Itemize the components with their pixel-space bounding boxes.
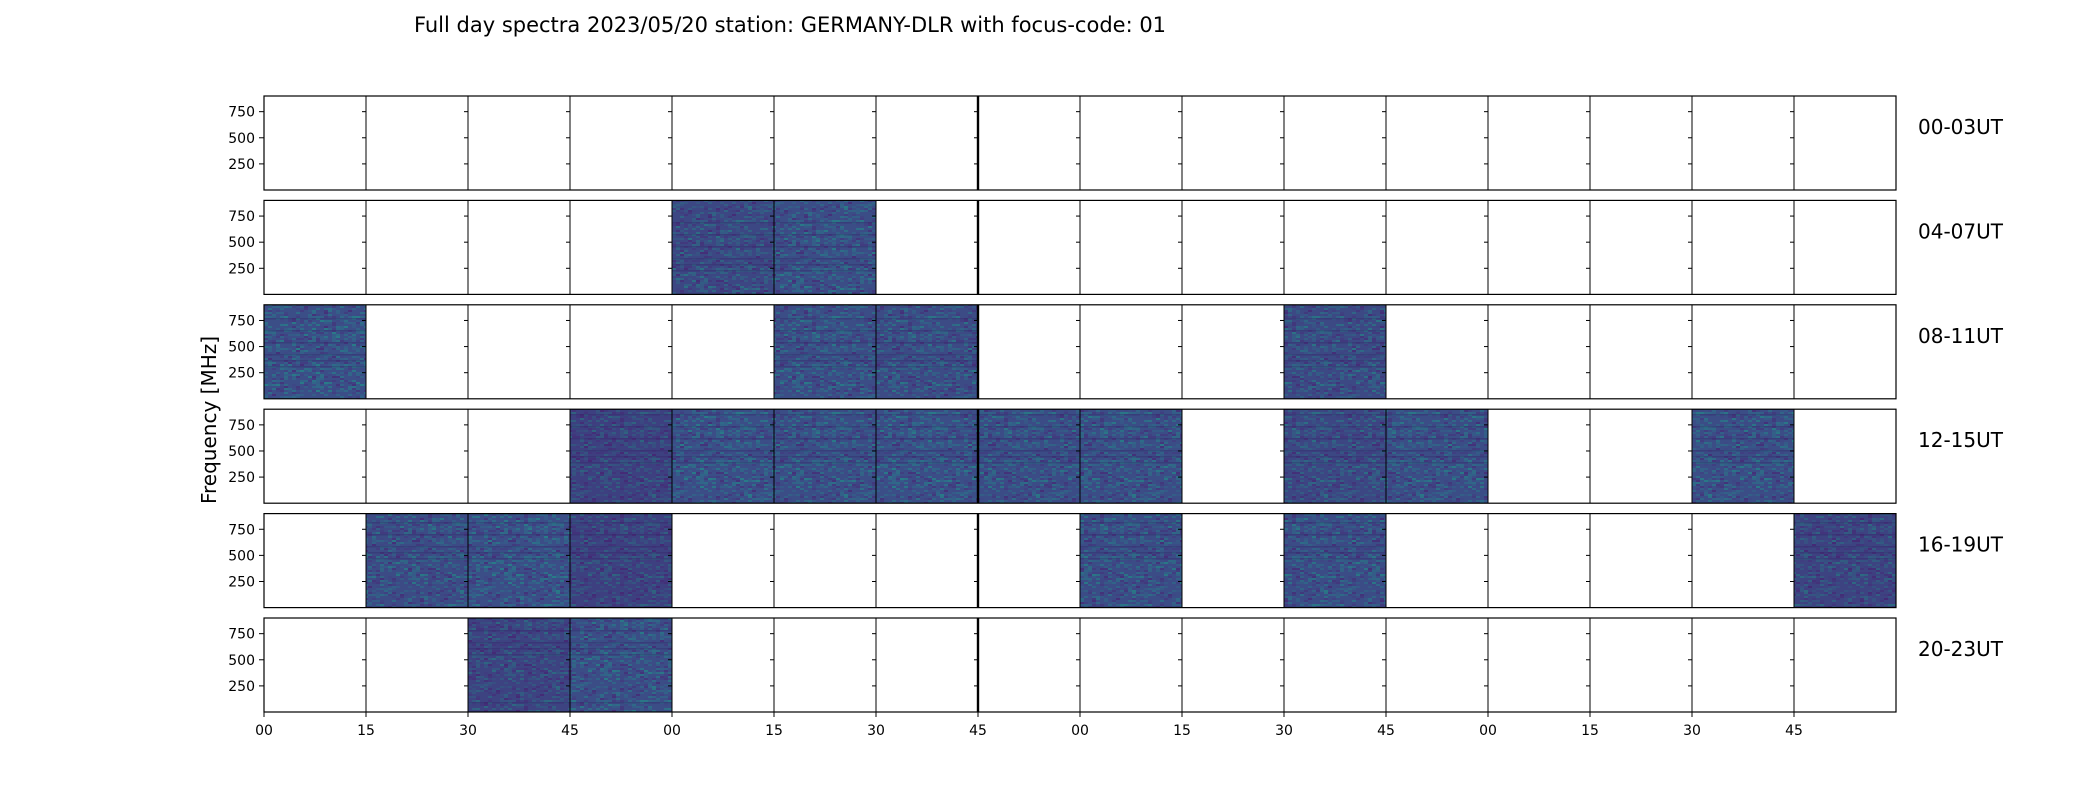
y-tick-label: 750 [228,313,255,329]
y-tick-label: 500 [228,131,255,147]
x-tick-label: 30 [1683,723,1701,739]
y-tick-label: 500 [228,235,255,251]
spectrum-cell-texture [1794,513,1896,608]
x-tick-label: 45 [1785,723,1803,739]
panel-row-3: 250 500 750 12-15UT [228,408,2004,504]
panel-row-0: 250 500 750 00-03UT [228,95,2004,191]
x-tick-label: 15 [1173,723,1191,739]
x-tick-label: 45 [969,723,987,739]
y-tick-label: 500 [228,653,255,669]
panel-row-4: 250 500 750 16-19UT [228,512,2004,609]
spectrum-cell-texture [774,200,876,295]
x-tick-label: 15 [357,723,375,739]
y-tick-label: 750 [228,627,255,643]
spectrum-cell-texture [774,409,876,504]
y-tick-label: 500 [228,548,255,564]
spectrum-cell-texture [1284,409,1386,504]
spectrum-cell-texture [672,200,774,295]
x-tick-label: 45 [561,723,579,739]
x-tick-label: 00 [1071,723,1089,739]
x-tick-label: 30 [1275,723,1293,739]
spectrum-cell-texture [468,618,570,712]
spectrum-cell-texture [774,304,876,399]
x-tick-label: 30 [867,723,885,739]
x-tick-label: 15 [765,723,783,739]
y-tick-label: 250 [228,470,255,486]
spectrum-cell-texture [1692,409,1794,504]
spectrum-cell-texture [1284,304,1386,399]
spectrum-cell-texture [1284,513,1386,608]
panel-row-5: 250 500 750 20-23UT [228,617,2004,713]
x-tick-label: 45 [1377,723,1395,739]
x-tick-label: 15 [1581,723,1599,739]
y-tick-label: 750 [228,418,255,434]
spectrum-cell-texture [570,409,672,504]
spectrum-cell-texture [1386,409,1488,504]
y-tick-label: 750 [228,522,255,538]
x-axis: 00 15 30 45 00 15 30 45 00 15 30 45 00 15 30 45 [255,712,1803,739]
y-tick-label: 250 [228,366,255,382]
y-tick-label: 500 [228,340,255,356]
chart-title: Full day spectra 2023/05/20 station: GER… [414,13,1166,37]
spectrum-cell-texture [876,409,978,504]
spectrum-cell-texture [672,409,774,504]
x-tick-label: 30 [459,723,477,739]
spectrum-cell-texture [366,513,468,608]
spectrum-cell-texture [978,409,1080,504]
spectrum-cell-texture [1080,513,1182,608]
y-tick-label: 750 [228,105,255,121]
y-axis-label: Frequency [MHz] [197,336,221,504]
x-tick-label: 00 [1479,723,1497,739]
spectrum-cell-texture [1080,409,1182,504]
spectrum-cell-texture [468,513,570,608]
spectrum-cell-texture [570,513,672,608]
y-tick-label: 250 [228,157,255,173]
row-label: 20-23UT [1918,637,2004,661]
row-label: 08-11UT [1918,324,2004,348]
panel-row-1: 250 500 750 04-07UT [228,199,2004,295]
panel-row-2: 250 500 750 08-11UT [228,304,2004,400]
y-tick-label: 250 [228,261,255,277]
y-tick-label: 500 [228,444,255,460]
row-label: 00-03UT [1918,115,2004,139]
y-tick-label: 250 [228,679,255,695]
x-tick-label: 00 [255,723,273,739]
spectrum-cell-texture [264,304,366,399]
y-tick-label: 250 [228,574,255,590]
x-tick-label: 00 [663,723,681,739]
spectrum-cell-texture [570,618,672,712]
y-tick-label: 750 [228,209,255,225]
row-label: 04-07UT [1918,219,2004,243]
row-label: 16-19UT [1918,533,2004,557]
panels: 250 500 750 00-03UT 250 500 750 04-07UT 250 500 75… [228,95,2004,739]
row-label: 12-15UT [1918,428,2004,452]
spectrum-cell-texture [876,304,978,399]
